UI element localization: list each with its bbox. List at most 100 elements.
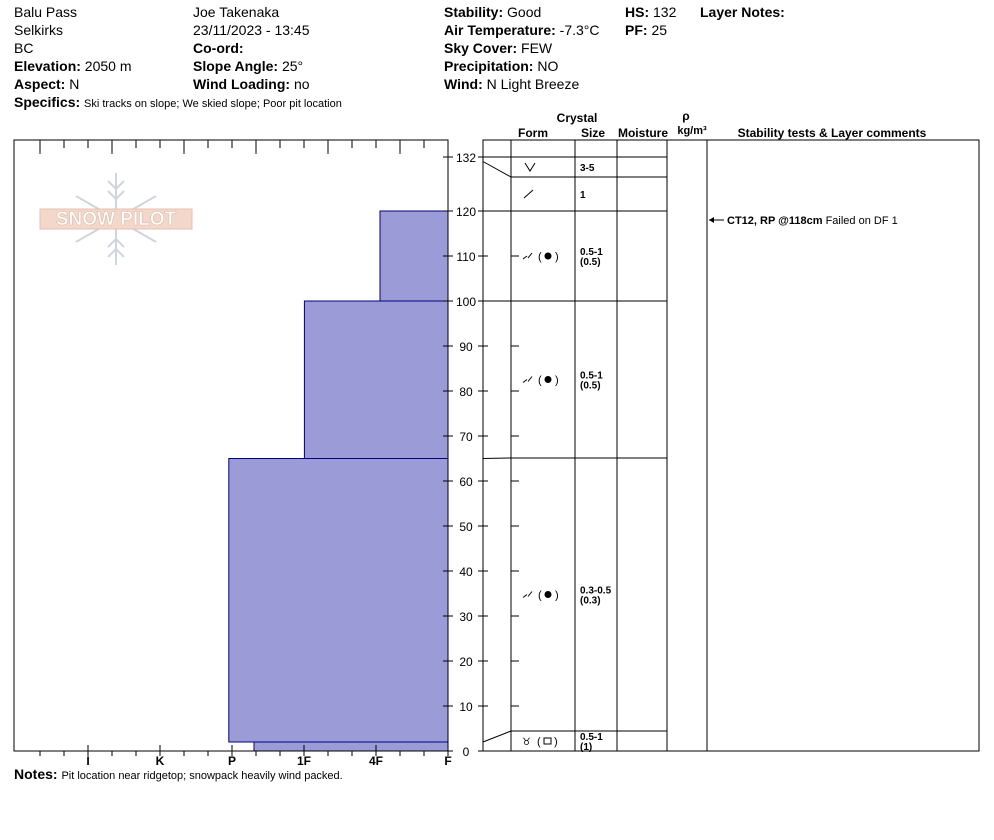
layer-panel (482, 139, 980, 752)
coordinates: Co-ord: (193, 39, 244, 57)
height-label: 120 (456, 205, 476, 219)
date-time: 23/11/2023 - 13:45 (193, 22, 310, 38)
hs-label: HS: (625, 4, 650, 20)
hardness-bar (379, 210, 449, 302)
hardness-panel (13, 139, 449, 752)
coordinates-label: Co-ord: (193, 40, 244, 56)
hs-value: 132 (653, 4, 677, 20)
layer-form-depth-hoar: ♉ () (522, 736, 558, 748)
notes: Notes: Pit location near ridgetop; snowp… (14, 765, 343, 785)
specifics-value: Ski tracks on slope; We skied slope; Poo… (84, 98, 342, 110)
height-label: 90 (459, 340, 473, 354)
crystal-size: 1 (580, 190, 586, 201)
wind: Wind: N Light Breeze (444, 75, 579, 93)
svg-text:): ) (555, 251, 559, 263)
layer-form-surface-hoar (524, 162, 536, 172)
height-label: 30 (459, 610, 473, 624)
svg-text:(: ( (538, 375, 542, 387)
form-header: Form (518, 126, 548, 140)
snowpilot-logo: SNOW PILOT (39, 173, 193, 265)
notes-label: Notes: (14, 766, 58, 782)
stability-tests-header: Stability tests & Layer comments (738, 126, 927, 140)
air-temperature-label: Air Temperature: (444, 22, 556, 38)
top-ticks (39, 140, 425, 154)
precipitation: Precipitation: NO (444, 57, 558, 75)
wind-value: N Light Breeze (486, 76, 580, 92)
pf-value: 25 (651, 22, 668, 38)
crystal-size: 0.5-1 (580, 732, 603, 743)
precipitation-value: NO (537, 58, 559, 74)
svg-text:): ) (554, 736, 558, 748)
crystal-size: 0.5-1 (580, 371, 603, 382)
crystal-size-avg: (0.5) (580, 257, 601, 268)
air-temperature: Air Temperature: -7.3°C (444, 21, 600, 39)
penetration-foot: PF: 25 (625, 21, 667, 39)
aspect-value: N (69, 76, 80, 92)
layer-form-decomposing-fragmented: () (522, 375, 559, 387)
slope-angle: Slope Angle: 25° (193, 57, 303, 75)
stability-test-markers: CT12, RP @118cm Failed on DF 1 (709, 215, 898, 227)
hardness-label: 1F (297, 754, 311, 768)
hardness-bar (228, 458, 449, 743)
hardness-label: 4F (369, 754, 383, 768)
height-label: 50 (459, 520, 473, 534)
aspect: Aspect: N (14, 75, 79, 93)
wind-label: Wind: (444, 76, 483, 92)
height-of-snow: HS: 132 (625, 3, 676, 21)
wind-loading: Wind Loading: no (193, 75, 310, 93)
density-unit: kg/m³ (677, 125, 707, 137)
height-label: 0 (463, 745, 470, 759)
aspect-label: Aspect: (14, 76, 66, 92)
precipitation-label: Precipitation: (444, 58, 534, 74)
svg-text:): ) (555, 590, 559, 602)
stability-test-label: CT12, RP @118cm Failed on DF 1 (727, 215, 898, 227)
sky-cover-value: FEW (521, 40, 553, 56)
svg-text:(: ( (537, 736, 541, 748)
hardness-bars (228, 210, 449, 752)
height-axis: 0 10 20 30 40 50 60 70 80 90 100 110 120 132 (443, 151, 519, 759)
wind-loading-value: no (293, 76, 310, 92)
layer-connector (482, 161, 512, 178)
svg-text:♉: ♉ (522, 737, 531, 748)
wind-loading-label: Wind Loading: (193, 76, 291, 92)
height-label: 60 (459, 475, 473, 489)
sky-cover: Sky Cover: FEW (444, 39, 552, 57)
height-label: 10 (459, 700, 473, 714)
hardness-axis: I K P 1F 4F F (39, 745, 452, 768)
layer-form-decomposing-fragmented: () (522, 251, 559, 263)
svg-text:): ) (555, 375, 559, 387)
hardness-label: P (228, 754, 236, 768)
crystal-size: 3-5 (580, 163, 595, 174)
density-symbol: ρ (682, 109, 689, 123)
crystal-size: 0.3-0.5 (580, 586, 612, 597)
stability-value: Good (507, 4, 542, 20)
height-label: 20 (459, 655, 473, 669)
mountain-range: Selkirks (14, 22, 64, 38)
height-label: 80 (459, 385, 473, 399)
hardness-label: K (156, 754, 165, 768)
layer-forms: 3-51() 0.5-1(0.5)() 0.5-1(0.5)() 0.3-0.5(0.… (522, 162, 612, 753)
location: Balu Pass (14, 4, 78, 20)
slope-angle-label: Slope Angle: (193, 58, 279, 74)
layer-notes: Layer Notes: (700, 3, 785, 21)
sky-cover-label: Sky Cover: (444, 40, 518, 56)
layer-boundaries (482, 156, 667, 752)
state: BC (14, 40, 34, 56)
layer-connector (482, 730, 512, 743)
height-label: 110 (456, 250, 475, 264)
size-header: Size (581, 126, 605, 140)
hardness-label: I (86, 754, 89, 768)
height-label: 132 (456, 151, 476, 165)
layer-form-precipitation-particles (523, 189, 534, 199)
notes-value: Pit location near ridgetop; snowpack hea… (61, 770, 343, 782)
specifics: Specifics: Ski tracks on slope; We skied… (14, 93, 342, 113)
crystal-header: Crystal (557, 111, 598, 125)
svg-text:(: ( (538, 251, 542, 263)
elevation-label: Elevation: (14, 58, 81, 74)
layer-form-decomposing-fragmented: () (522, 590, 559, 602)
specifics-label: Specifics: (14, 94, 81, 110)
air-temperature-value: -7.3°C (559, 22, 600, 38)
observer: Joe Takenaka (193, 4, 280, 20)
logo-text: SNOW PILOT (56, 209, 177, 230)
